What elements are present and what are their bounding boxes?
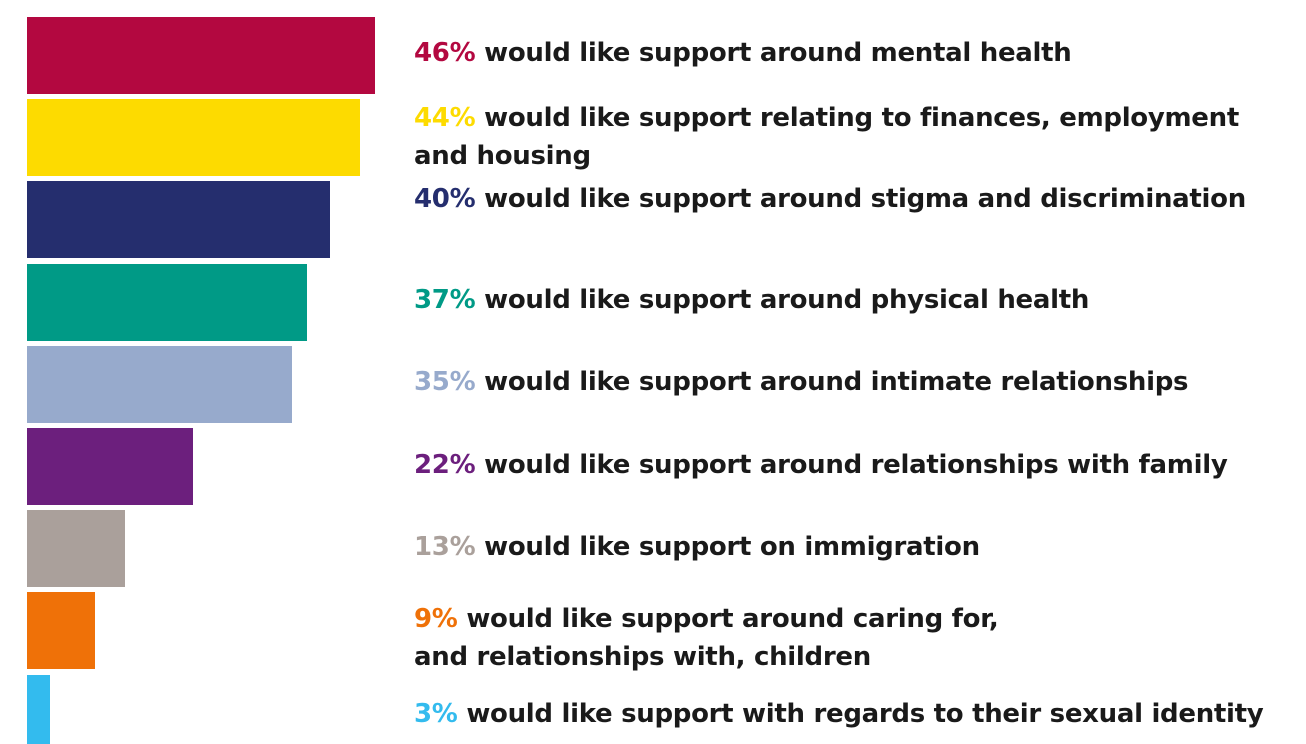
bar-label-2: 44% would like support relating to finan… <box>414 99 1306 175</box>
bar-9 <box>27 674 50 744</box>
bar-label-3: 40% would like support around stigma and… <box>414 180 1306 218</box>
percent-label: 46% <box>414 38 476 68</box>
percent-label: 9% <box>414 604 458 634</box>
bar-8 <box>27 592 96 670</box>
category-label: would like support around stigma and dis… <box>484 184 1246 214</box>
bar-label-5: 35% would like support around intimate r… <box>414 363 1306 401</box>
bar-7 <box>27 510 126 588</box>
category-label: would like support on immigration <box>484 532 980 562</box>
category-label: would like support around caring for, an… <box>414 604 999 672</box>
bar-6 <box>27 428 194 505</box>
percent-label: 44% <box>414 103 476 133</box>
bar-1 <box>27 17 375 94</box>
percent-label: 3% <box>414 699 458 729</box>
bar-2 <box>27 99 360 177</box>
bar-label-4: 37% would like support around physical h… <box>414 281 1306 319</box>
bar-5 <box>27 345 292 423</box>
percent-label: 35% <box>414 367 476 397</box>
bar-label-7: 13% would like support on immigration <box>414 528 1306 566</box>
bar-label-8: 9% would like support around caring for,… <box>414 600 1306 676</box>
category-label: would like support relating to finances,… <box>414 103 1239 171</box>
bar-label-6: 22% would like support around relationsh… <box>414 446 1306 484</box>
percent-label: 40% <box>414 184 476 214</box>
category-label: would like support around physical healt… <box>484 285 1090 315</box>
percent-label: 13% <box>414 532 476 562</box>
percent-label: 37% <box>414 285 476 315</box>
bar-3 <box>27 181 330 259</box>
bar-label-1: 46% would like support around mental hea… <box>414 34 1306 72</box>
category-label: would like support with regards to their… <box>466 699 1264 729</box>
category-label: would like support around intimate relat… <box>484 367 1189 397</box>
bar-4 <box>27 263 307 341</box>
percent-label: 22% <box>414 450 476 480</box>
bar-label-9: 3% would like support with regards to th… <box>414 695 1306 733</box>
category-label: would like support around mental health <box>484 38 1072 68</box>
category-label: would like support around relationships … <box>484 450 1228 480</box>
